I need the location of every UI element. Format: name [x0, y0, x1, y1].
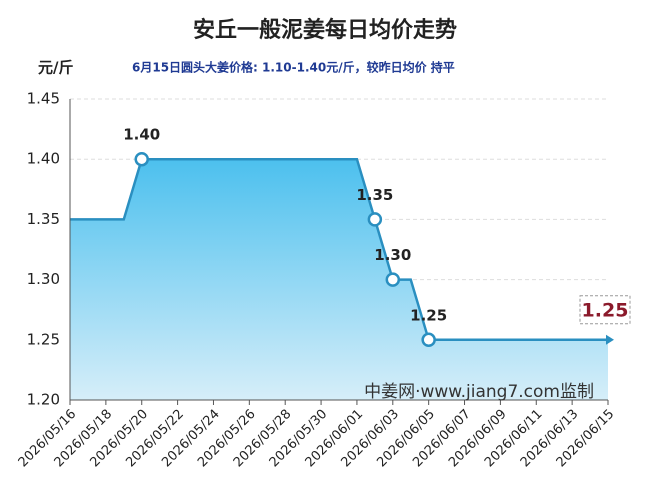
y-tick-label: 1.20: [27, 391, 60, 409]
y-tick-label: 1.25: [27, 330, 60, 348]
y-tick-label: 1.40: [27, 150, 60, 168]
subtitle: 6月15日圆头大姜价格: 1.10-1.40元/斤，较昨日均价 持平: [132, 60, 455, 75]
data-label: 1.25: [410, 306, 447, 324]
point: [367, 212, 383, 227]
y-axis-label: 元/斤: [38, 59, 73, 77]
point: [134, 151, 149, 167]
y-tick-label: 1.30: [27, 270, 60, 288]
point: [421, 332, 436, 348]
end-arrow: [606, 334, 614, 345]
y-tick-label: 1.35: [27, 210, 60, 228]
data-label: 1.40: [123, 126, 160, 144]
data-label: 1.35: [356, 186, 393, 204]
watermark: 中姜网·www.jiang7.com监制: [364, 382, 594, 402]
line: [70, 157, 608, 342]
last-value-box: [579, 295, 631, 325]
point: [385, 272, 401, 287]
chart-title: 安丘一般泥姜每日均价走势: [193, 17, 457, 43]
data-label: 1.25: [582, 299, 629, 321]
data-label: 1.30: [374, 246, 411, 264]
y-tick-label: 1.45: [27, 90, 60, 108]
